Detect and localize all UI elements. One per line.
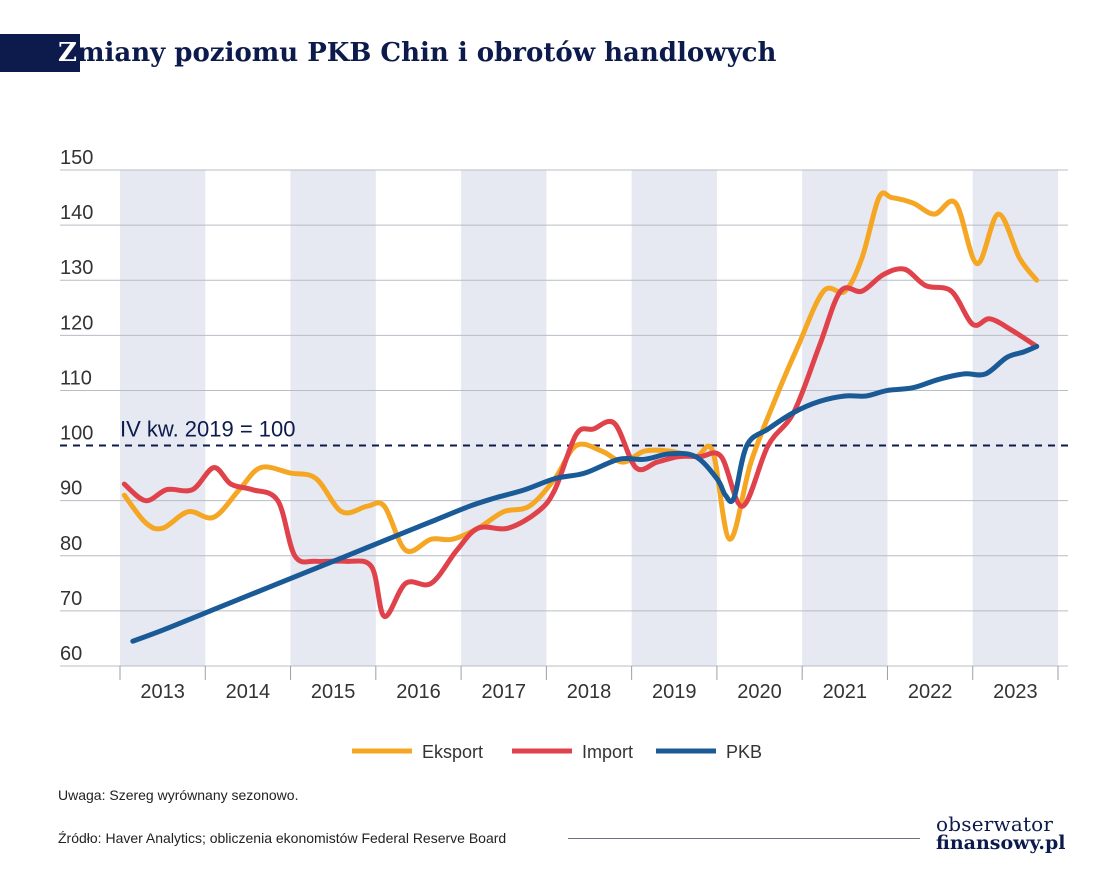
reference-line-group: IV kw. 2019 = 100: [60, 417, 1068, 447]
x-tick-label-2018: 2018: [567, 681, 612, 703]
y-tick-label-150: 150: [60, 147, 93, 169]
y-tick-label-100: 100: [60, 423, 93, 445]
source-divider: [568, 838, 920, 839]
x-tick-label-2022: 2022: [908, 681, 953, 703]
legend-label-eksport: Eksport: [422, 742, 483, 762]
x-tick-label-2020: 2020: [737, 681, 782, 703]
series-line-eksport: [121, 190, 1040, 554]
chart-note: Uwaga: Szereg wyrównany sezonowo.: [58, 787, 299, 803]
series-line-import: [121, 266, 1040, 619]
x-tick-label-2017: 2017: [481, 681, 526, 703]
y-tick-label-140: 140: [60, 202, 93, 224]
year-bands: [120, 170, 1058, 666]
title-rest: miany poziomu PKB Chin i obrotów handlow…: [76, 38, 777, 68]
legend-label-import: Import: [582, 742, 633, 762]
year-band-2019: [631, 170, 717, 666]
x-tick-label-2013: 2013: [140, 681, 185, 703]
y-tick-label-130: 130: [60, 257, 93, 279]
y-tick-label-70: 70: [60, 588, 82, 610]
reference-line-label: IV kw. 2019 = 100: [120, 417, 296, 442]
year-band-2013: [120, 170, 206, 666]
x-tick-label-2016: 2016: [396, 681, 441, 703]
legend-label-pkb: PKB: [726, 742, 762, 762]
chart-source: Źródło: Haver Analytics; obliczenia ekon…: [58, 830, 507, 846]
x-tick-label-2014: 2014: [226, 681, 271, 703]
year-band-2021: [802, 170, 888, 666]
y-tick-label-80: 80: [60, 533, 82, 555]
y-axis-labels: 60 70 80 90 100 110 120 130 140 150: [60, 147, 93, 665]
page-title: Zmiany poziomu PKB Chin i obrotów handlo…: [58, 34, 776, 72]
publisher-logo[interactable]: obserwator finansowy.pl: [936, 812, 1086, 854]
title-first-letter: Z: [58, 38, 77, 68]
series-lines: [121, 190, 1040, 644]
series-line-pkb: [130, 343, 1040, 644]
x-tick-label-2019: 2019: [652, 681, 697, 703]
x-axis: 2013 2014 2015 2016 2017 2018 2019 2020 2021 2022…: [119, 666, 1059, 703]
y-tick-label-120: 120: [60, 312, 93, 334]
title-accent-bar: [0, 34, 80, 72]
legend: Eksport Import PKB: [352, 742, 762, 762]
year-band-2015: [290, 170, 376, 666]
logo-line-1: obserwator: [936, 812, 1054, 836]
year-band-2017: [461, 170, 547, 666]
x-tick-label-2023: 2023: [993, 681, 1038, 703]
y-tick-label-60: 60: [60, 643, 82, 665]
x-tick-label-2015: 2015: [311, 681, 356, 703]
x-tick-label-2021: 2021: [823, 681, 868, 703]
logo-line-2: finansowy.pl: [936, 832, 1066, 854]
y-tick-label-110: 110: [60, 367, 92, 389]
y-tick-label-90: 90: [60, 478, 82, 500]
